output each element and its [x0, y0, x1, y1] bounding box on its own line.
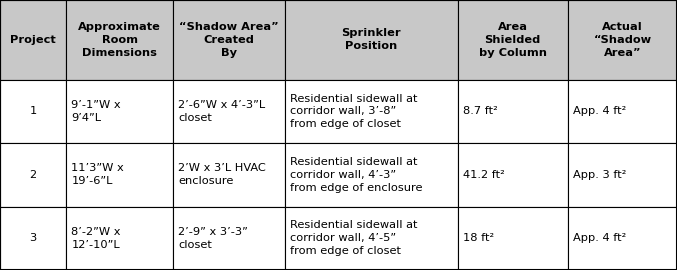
Bar: [66, 80, 173, 143]
Text: 2’-6”W x 4’-3”L
closet: 2’-6”W x 4’-3”L closet: [179, 100, 265, 123]
Text: 8.7 ft²: 8.7 ft²: [463, 106, 498, 116]
Bar: [173, 80, 285, 143]
Text: 2’W x 3’L HVAC
enclosure: 2’W x 3’L HVAC enclosure: [179, 163, 266, 186]
Text: App. 4 ft²: App. 4 ft²: [573, 233, 627, 243]
Text: 8’-2”W x
12’-10”L: 8’-2”W x 12’-10”L: [72, 227, 121, 250]
Text: 18 ft²: 18 ft²: [463, 233, 494, 243]
Bar: [568, 80, 677, 143]
Bar: [66, 0, 173, 80]
Text: Residential sidewall at
corridor wall, 4’-3”
from edge of enclosure: Residential sidewall at corridor wall, 4…: [290, 157, 422, 193]
Bar: [458, 207, 568, 270]
Text: 3: 3: [29, 233, 37, 243]
Bar: [568, 0, 677, 80]
Text: App. 3 ft²: App. 3 ft²: [573, 170, 627, 180]
Bar: [568, 143, 677, 207]
Text: 2: 2: [30, 170, 37, 180]
Text: Sprinkler
Position: Sprinkler Position: [341, 28, 401, 51]
Bar: [458, 80, 568, 143]
Bar: [0, 80, 66, 143]
Bar: [285, 0, 458, 80]
Bar: [285, 143, 458, 207]
Bar: [0, 143, 66, 207]
Text: 9’-1”W x
9’4”L: 9’-1”W x 9’4”L: [72, 100, 121, 123]
Bar: [173, 143, 285, 207]
Text: Area
Shielded
by Column: Area Shielded by Column: [479, 22, 547, 58]
Text: Actual
“Shadow
Area”: Actual “Shadow Area”: [594, 22, 651, 58]
Bar: [568, 207, 677, 270]
Text: 11’3”W x
19’-6”L: 11’3”W x 19’-6”L: [72, 163, 124, 186]
Bar: [173, 0, 285, 80]
Text: 1: 1: [29, 106, 37, 116]
Text: 2’-9” x 3’-3”
closet: 2’-9” x 3’-3” closet: [179, 227, 248, 250]
Bar: [458, 143, 568, 207]
Bar: [66, 207, 173, 270]
Bar: [285, 207, 458, 270]
Bar: [285, 80, 458, 143]
Bar: [458, 0, 568, 80]
Text: App. 4 ft²: App. 4 ft²: [573, 106, 627, 116]
Text: Approximate
Room
Dimensions: Approximate Room Dimensions: [78, 22, 161, 58]
Text: “Shadow Area”
Created
By: “Shadow Area” Created By: [179, 22, 279, 58]
Bar: [66, 143, 173, 207]
Text: Residential sidewall at
corridor wall, 3’-8”
from edge of closet: Residential sidewall at corridor wall, 3…: [290, 94, 418, 129]
Bar: [0, 0, 66, 80]
Text: Project: Project: [10, 35, 56, 45]
Text: Residential sidewall at
corridor wall, 4’-5”
from edge of closet: Residential sidewall at corridor wall, 4…: [290, 221, 418, 256]
Bar: [173, 207, 285, 270]
Text: 41.2 ft²: 41.2 ft²: [463, 170, 505, 180]
Bar: [0, 207, 66, 270]
